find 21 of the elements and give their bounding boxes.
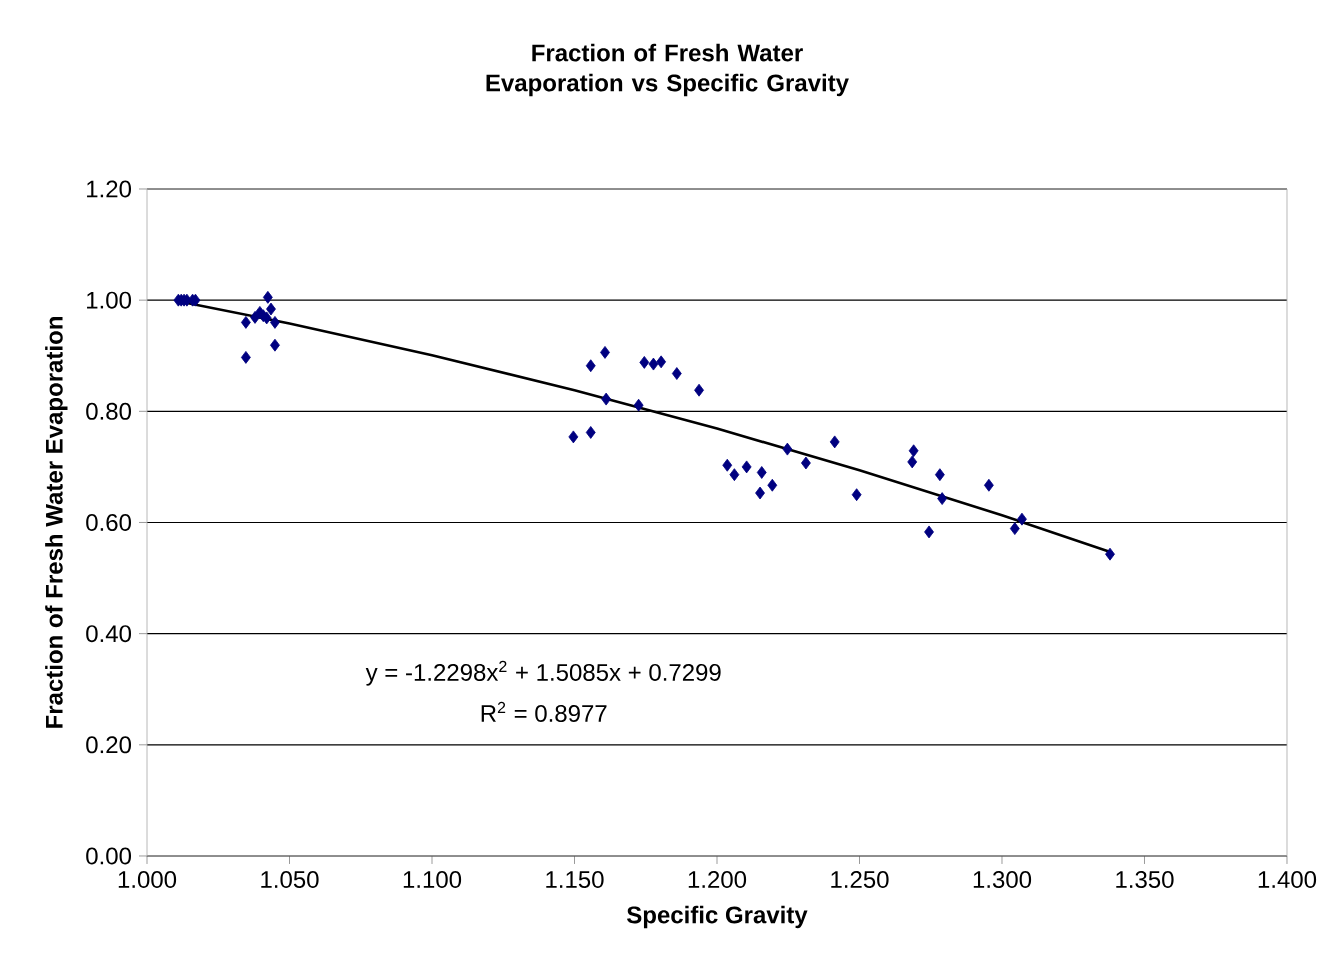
- y-tick-label: 0.80: [86, 402, 132, 420]
- annotation: y = -1.2298x$^{2}$ + 1.5085x + 0.7299: [365, 660, 721, 686]
- x-tick-label: 1.200: [688, 871, 747, 889]
- y-tick-label: 1.00: [87, 291, 132, 309]
- y-tick-label: 1.20: [87, 180, 132, 198]
- y-tick-label: 0.00: [86, 847, 132, 865]
- x-tick-label: 1.400: [1258, 871, 1317, 889]
- x-axis-title: Specific Gravity: [626, 905, 808, 929]
- x-tick-label: 1.300: [973, 871, 1032, 889]
- x-tick-label: 1.050: [261, 871, 319, 889]
- chart-title: Fraction of Fresh Water Evaporation vs Specific Gravity: [486, 43, 849, 97]
- x-tick-label: 1.350: [1116, 871, 1174, 889]
- y-axis-title: Fraction of Fresh Water Evaporation: [45, 317, 68, 728]
- x-tick-label: 1.100: [403, 871, 462, 889]
- annotation: R$^{2}$ = 0.8977: [481, 701, 607, 722]
- x-tick-label: 1.150: [546, 871, 604, 889]
- x-tick-label: 1.250: [831, 871, 889, 889]
- y-tick-label: 0.60: [86, 514, 132, 531]
- y-tick-label: 0.40: [86, 625, 132, 643]
- y-tick-label: 0.20: [86, 736, 132, 754]
- x-tick-label: 1.000: [118, 871, 177, 889]
